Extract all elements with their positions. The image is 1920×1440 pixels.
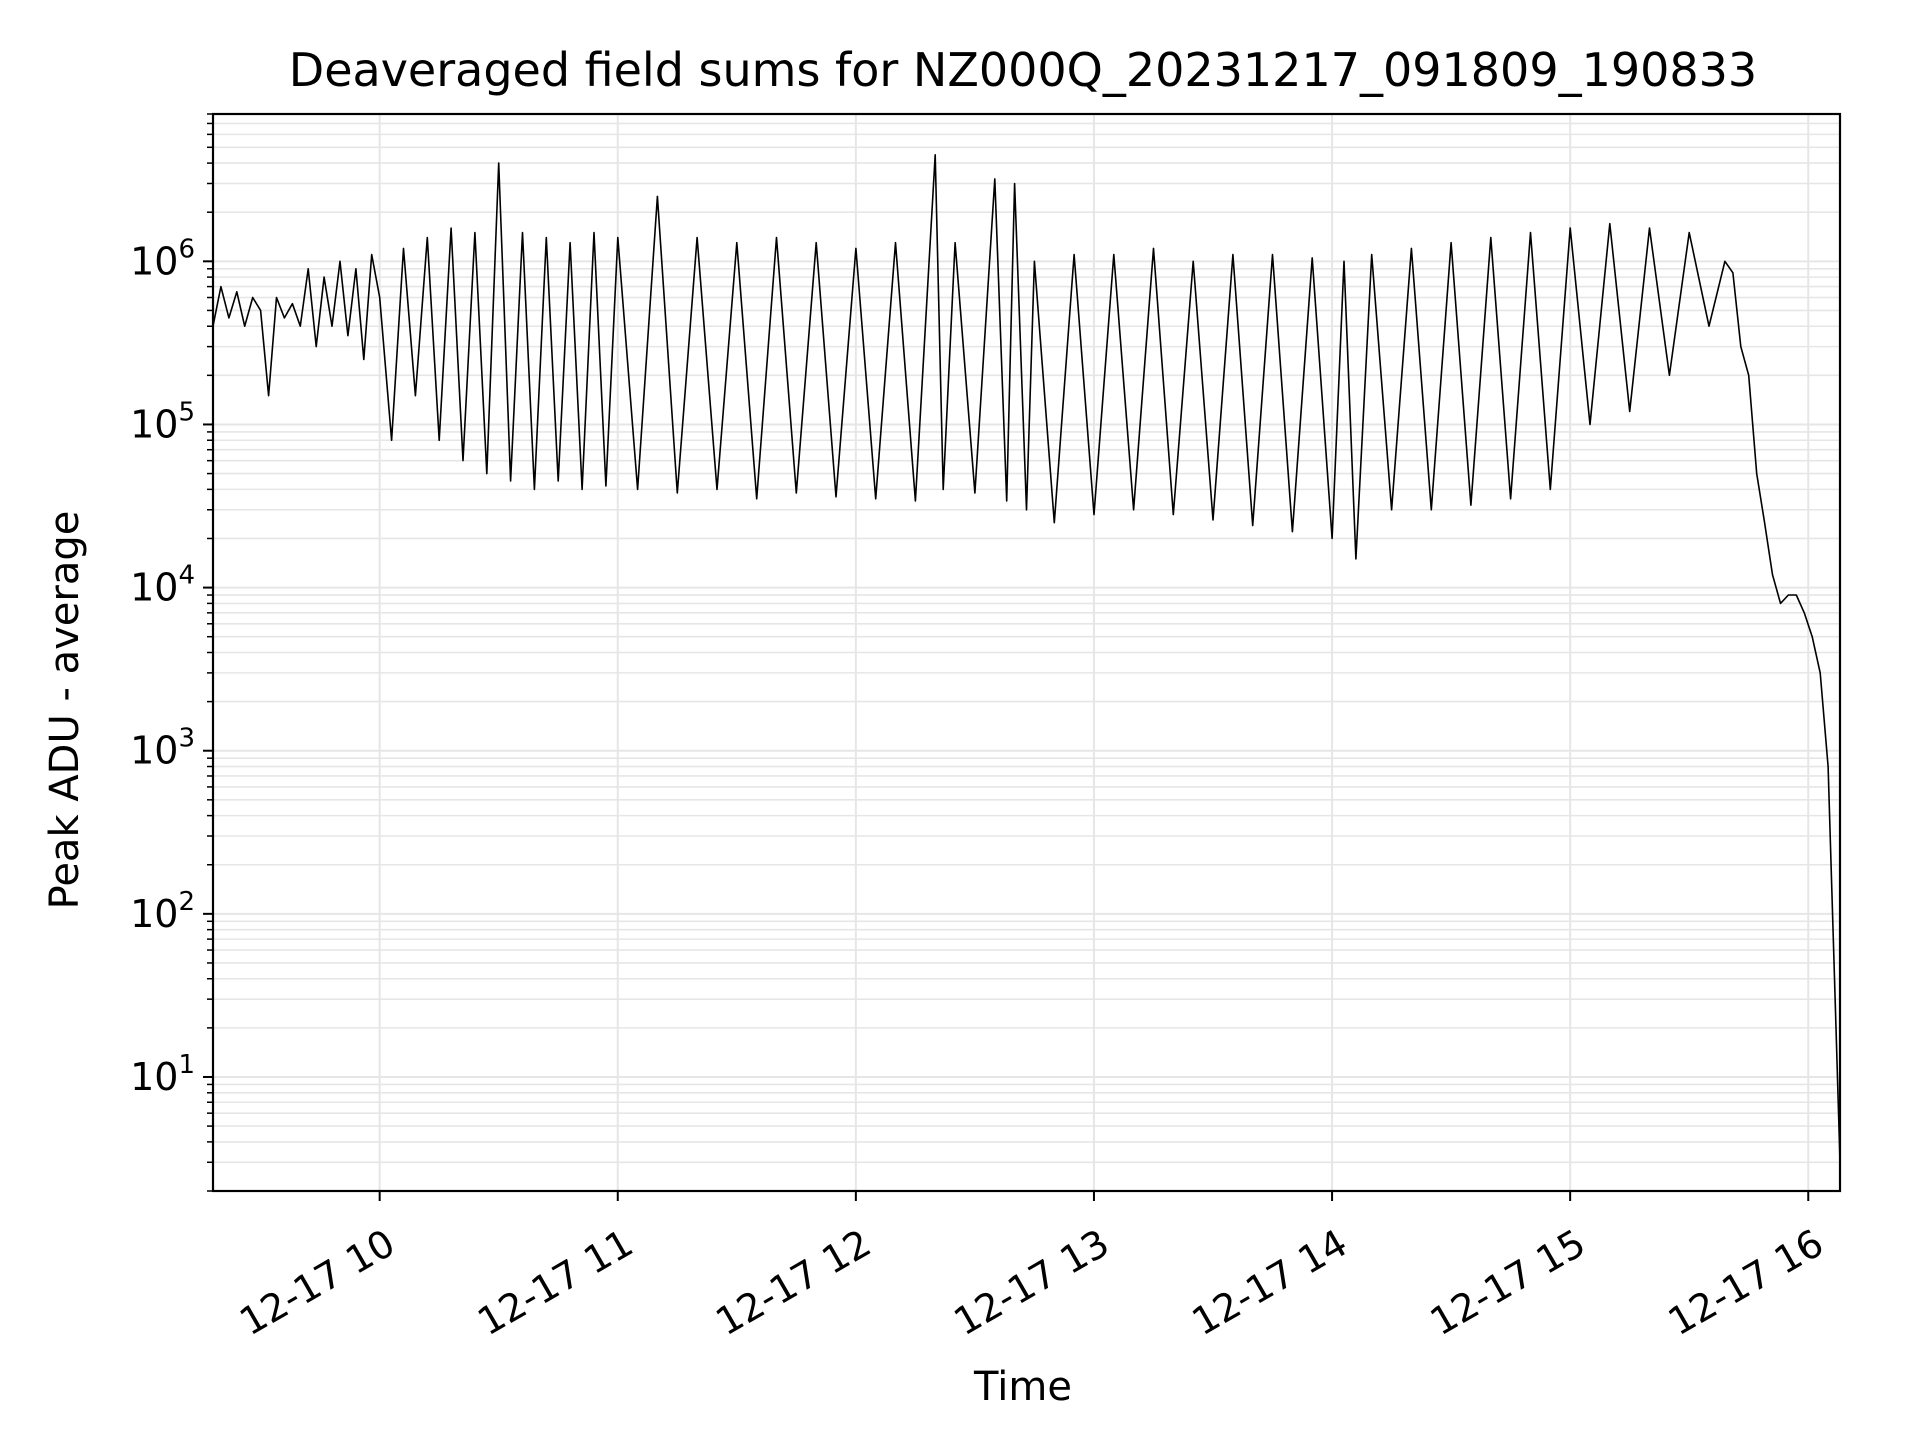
chart-title: Deaveraged field sums for NZ000Q_2023121… [289, 43, 1757, 97]
y-axis: 101 102 103 104 105 106 [130, 113, 213, 1192]
x-axis: 12-17 10 12-17 11 12-17 12 12-17 13 12-17 14… [232, 1191, 1831, 1344]
y-axis-label: Peak ADU - average [42, 511, 88, 910]
y-tick-label: 105 [130, 397, 195, 446]
x-axis-label: Time [973, 1364, 1072, 1410]
y-tick-label: 103 [130, 724, 195, 773]
x-tick-label: 12-17 11 [470, 1221, 640, 1345]
x-tick-label: 12-17 12 [708, 1221, 878, 1345]
x-tick-label: 12-17 10 [232, 1221, 402, 1345]
y-tick-label: 102 [130, 887, 195, 936]
y-tick-label: 104 [130, 561, 195, 610]
y-tick-label: 106 [130, 234, 195, 283]
series-layer [212, 154, 1841, 1163]
grid [213, 113, 1840, 1192]
x-tick-label: 12-17 14 [1185, 1221, 1355, 1345]
series-line [212, 154, 1841, 1163]
x-tick-label: 12-17 16 [1661, 1221, 1831, 1345]
x-tick-label: 12-17 15 [1423, 1221, 1593, 1345]
y-tick-label: 101 [130, 1050, 195, 1099]
x-tick-label: 12-17 13 [946, 1221, 1116, 1345]
